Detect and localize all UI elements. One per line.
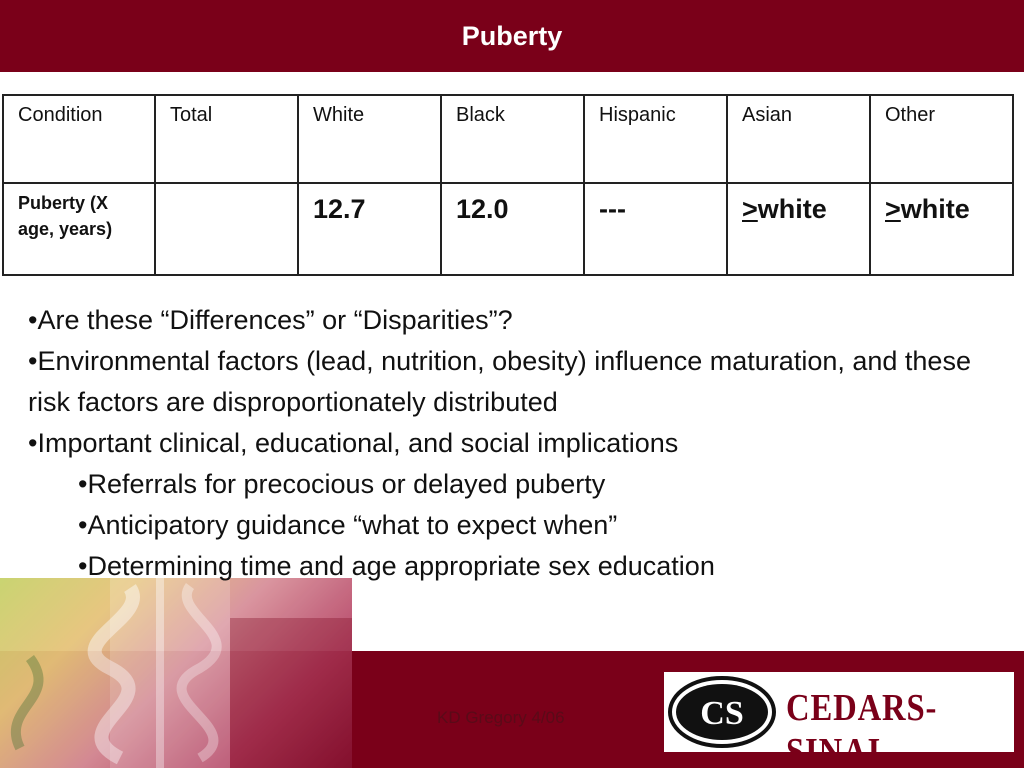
bullet-item: •Important clinical, educational, and so… xyxy=(28,428,679,458)
greater-equal-symbol: > xyxy=(742,194,758,224)
caduceus-icon xyxy=(10,578,352,768)
footer-credit: KD Gregory 4/06 xyxy=(437,708,565,727)
header-white: White xyxy=(297,94,442,184)
header-asian: Asian xyxy=(726,94,871,184)
bullet-item: •Are these “Differences” or “Disparities… xyxy=(28,305,513,335)
header-total: Total xyxy=(154,94,299,184)
header-black: Black xyxy=(440,94,585,184)
bullet-item: •Environmental factors (lead, nutrition,… xyxy=(28,346,971,417)
header-other: Other xyxy=(869,94,1014,184)
cell-other-text: white xyxy=(900,194,970,224)
table-header-row: Condition Total White Black Hispanic Asi… xyxy=(2,94,1014,184)
header-hispanic: Hispanic xyxy=(583,94,728,184)
cell-asian: >white xyxy=(726,182,871,276)
title-bar: Puberty xyxy=(0,0,1024,72)
cell-other: >white xyxy=(869,182,1014,276)
cell-hispanic: --- xyxy=(583,182,728,276)
cell-black: 12.0 xyxy=(440,182,585,276)
header-condition: Condition xyxy=(2,94,156,184)
data-table: Condition Total White Black Hispanic Asi… xyxy=(2,94,1014,276)
greater-equal-symbol: > xyxy=(885,194,901,224)
sub-bullet-item: •Anticipatory guidance “what to expect w… xyxy=(78,510,618,540)
cell-condition: Puberty (X age, years) xyxy=(2,182,156,276)
slide-title: Puberty xyxy=(461,20,563,51)
sub-bullet-item: •Determining time and age appropriate se… xyxy=(78,551,715,581)
table-row: Puberty (X age, years) 12.7 12.0 --- >wh… xyxy=(2,182,1014,276)
cell-total xyxy=(154,182,299,276)
sub-bullet-item: •Referrals for precocious or delayed pub… xyxy=(78,469,606,499)
cell-white: 12.7 xyxy=(297,182,442,276)
cell-asian-text: white xyxy=(757,194,827,224)
cedars-sinai-logo-icon: CS xyxy=(668,676,776,748)
bullet-list: •Are these “Differences” or “Disparities… xyxy=(28,300,1008,587)
logo-wordmark: CEDARS-SINAI xyxy=(786,687,938,773)
caduceus-decoration xyxy=(0,578,352,768)
logo-mark: CS xyxy=(700,695,743,732)
